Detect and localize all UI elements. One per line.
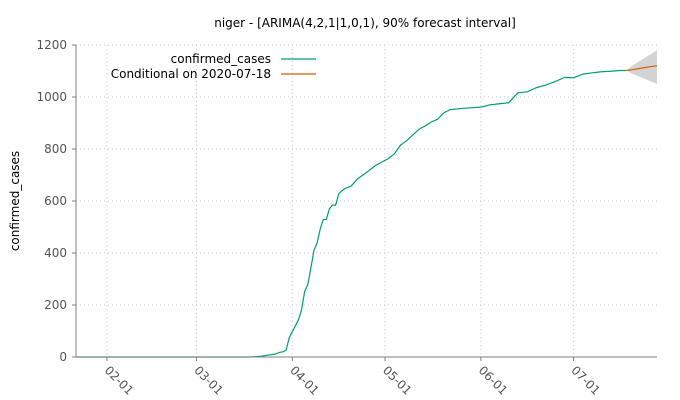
series-lines — [76, 65, 658, 358]
x-tick-label: 04-01 — [287, 363, 322, 398]
y-tick-label: 0 — [59, 350, 67, 364]
legend: confirmed_cases Conditional on 2020-07-1… — [111, 52, 316, 81]
x-tick-labels: 02-01 03-01 04-01 05-01 06-01 07-01 — [102, 357, 603, 398]
legend-label-conditional: Conditional on 2020-07-18 — [111, 67, 271, 81]
x-tick-label: 05-01 — [380, 363, 415, 398]
y-tick-label: 800 — [44, 142, 67, 156]
x-tick-label: 06-01 — [476, 363, 511, 398]
x-tick-label: 07-01 — [568, 363, 603, 398]
chart-title: niger - [ARIMA(4,2,1|1,0,1), 90% forecas… — [214, 16, 516, 30]
legend-label-confirmed-cases: confirmed_cases — [171, 52, 271, 66]
y-tick-label: 1000 — [36, 90, 67, 104]
x-tick-label: 02-01 — [102, 363, 137, 398]
forecast-interval-band — [626, 50, 657, 84]
y-axis-title: confirmed_cases — [8, 151, 22, 251]
y-tick-label: 200 — [44, 298, 67, 312]
forecast-interval-layer — [626, 50, 657, 84]
x-tick-label: 03-01 — [191, 363, 226, 398]
series-line-conditional-forecast — [626, 65, 658, 72]
y-tick-label: 400 — [44, 246, 67, 260]
plot-frame — [75, 45, 657, 358]
y-tick-label: 1200 — [36, 38, 67, 52]
y-tick-label: 600 — [44, 194, 67, 208]
grid-lines — [76, 44, 657, 357]
y-tick-labels: 0 200 400 600 800 1000 1200 — [36, 38, 76, 364]
series-line-confirmed-cases — [76, 69, 627, 358]
